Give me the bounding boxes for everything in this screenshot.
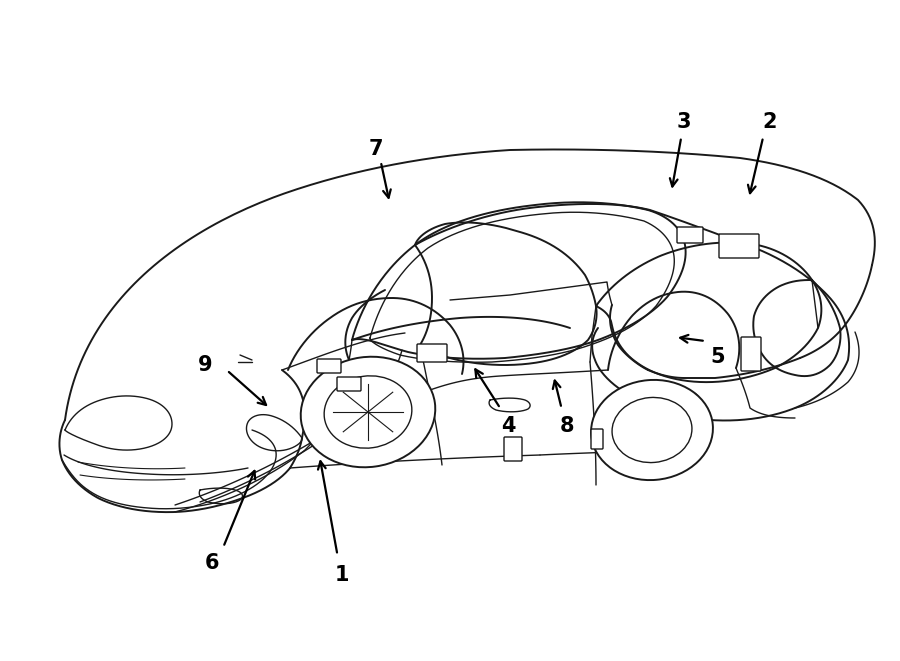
FancyBboxPatch shape xyxy=(677,227,703,243)
Text: 6: 6 xyxy=(204,553,219,573)
FancyBboxPatch shape xyxy=(591,429,603,449)
FancyBboxPatch shape xyxy=(337,377,361,391)
Text: 5: 5 xyxy=(710,347,724,367)
Text: 4: 4 xyxy=(501,416,516,436)
Text: 3: 3 xyxy=(677,112,691,132)
Text: 2: 2 xyxy=(762,112,777,132)
FancyBboxPatch shape xyxy=(317,359,341,373)
Text: 7: 7 xyxy=(369,139,383,159)
Text: 8: 8 xyxy=(560,416,574,436)
FancyBboxPatch shape xyxy=(417,344,447,362)
Ellipse shape xyxy=(591,380,713,480)
FancyBboxPatch shape xyxy=(741,337,761,371)
Text: 1: 1 xyxy=(335,565,349,585)
Ellipse shape xyxy=(301,357,436,467)
FancyBboxPatch shape xyxy=(504,437,522,461)
FancyBboxPatch shape xyxy=(719,234,759,258)
Text: 9: 9 xyxy=(198,355,212,375)
